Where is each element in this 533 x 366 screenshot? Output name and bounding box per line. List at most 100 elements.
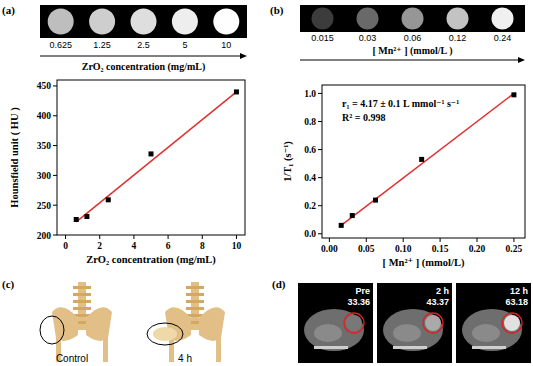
phantom-label: 0.06 [404,33,422,43]
mri-background [456,283,531,363]
x-tick [236,235,237,239]
y-tick-label: 0.4 [304,173,316,183]
x-tick-label: 6 [166,241,171,251]
mri-image: Pre33.36 [298,283,373,363]
mri-image: 2 h43.37 [377,283,452,363]
fit-line [341,93,514,225]
arrowhead [240,53,247,59]
tissue [314,324,342,342]
x-tick-label: 0.20 [469,244,486,254]
spine [314,346,348,349]
mouse-body [304,309,364,351]
tissue [472,324,500,342]
tumor-circle [502,313,522,333]
x-tick [366,238,367,242]
phantom [447,8,469,30]
phantom [357,8,379,30]
y-tick-label: 0.6 [304,145,316,155]
x-tick-label: 4 [132,241,137,251]
y-tick-label: 350 [37,141,52,151]
point [419,157,424,162]
y-tick [318,121,322,122]
signal-value: 63.18 [505,297,528,307]
arrowhead [518,57,525,63]
point [339,223,344,228]
x-tick [513,238,514,242]
x-tick [168,235,169,239]
y-tick [53,175,57,176]
vertebra [186,293,204,296]
pelvis [86,307,112,341]
y-title: Hounsfield unit ( HU ) [9,107,21,208]
vertebra [73,300,91,303]
tumor-circle [147,323,183,345]
time-label: Pre [355,286,370,296]
plot-frame [57,80,245,235]
tumor-signal [504,315,520,331]
phantom [48,9,74,35]
phantom [312,8,334,30]
tumor-circle [344,313,364,333]
phantom-title: [ Mn²⁺ ] (mmol/L ) [373,45,453,57]
mri-image: 12 h63.18 [456,283,531,363]
phantom [131,9,157,35]
femur [216,336,221,362]
x-tick-label: 0.10 [395,244,412,254]
y-tick [53,145,57,146]
x-tick-label: 2 [97,241,102,251]
panel-label: (d) [272,278,286,291]
tumor-signal [346,315,362,331]
tumor-circle [40,316,64,344]
point [106,197,111,202]
x-tick [99,235,100,239]
y-tick-label: 300 [37,171,52,181]
y-tick-label: 200 [37,231,52,241]
y-tick-label: 250 [37,201,52,211]
time-label: 12 h [510,286,528,296]
x-title: [ Mn²⁺ ] (mmol/L) [383,257,465,269]
panel-label: (a) [2,4,15,17]
phantom-label: 0.12 [449,33,467,43]
phantom-label: 0.015 [311,33,334,43]
x-tick [133,235,134,239]
mouse-body [462,309,522,351]
plot-frame [322,85,525,238]
pelvis [199,307,225,341]
point [373,198,378,203]
tumor-signal [153,327,177,341]
mri-background [377,283,452,363]
y-tick [318,93,322,94]
arrow [300,60,523,61]
point [74,217,79,222]
pelvis [52,307,78,341]
vertebra [73,286,91,289]
phantom-label: 2.5 [137,40,150,50]
y-tick [53,205,57,206]
tumor-circle [423,313,443,333]
panel-label: (c) [2,278,15,291]
y-tick [53,115,57,116]
vertebra [186,286,204,289]
y-tick [318,205,322,206]
ct-image [147,282,225,362]
y-tick [318,177,322,178]
phantom-label: 0.03 [359,33,377,43]
figure: (a)0.6251.252.5510ZrO₂ concentration (mg… [0,0,533,366]
point [350,213,355,218]
x-tick-label: 0.25 [506,244,523,254]
x-tick [65,235,66,239]
y-tick-label: 0.8 [304,117,316,127]
y-tick [53,85,57,86]
phantom-label: 5 [182,40,187,50]
caption: Control [56,353,88,364]
x-tick [477,238,478,242]
spine [472,346,506,349]
y-tick-label: 450 [37,81,52,91]
phantom-strip [40,5,247,38]
signal-value: 33.36 [347,297,370,307]
y-title: 1/T₁ (s⁻¹) [282,141,294,182]
y-tick-label: 1.0 [304,89,316,99]
phantom-label: 0.625 [49,40,72,50]
vertebra [73,293,91,296]
point [234,89,239,94]
